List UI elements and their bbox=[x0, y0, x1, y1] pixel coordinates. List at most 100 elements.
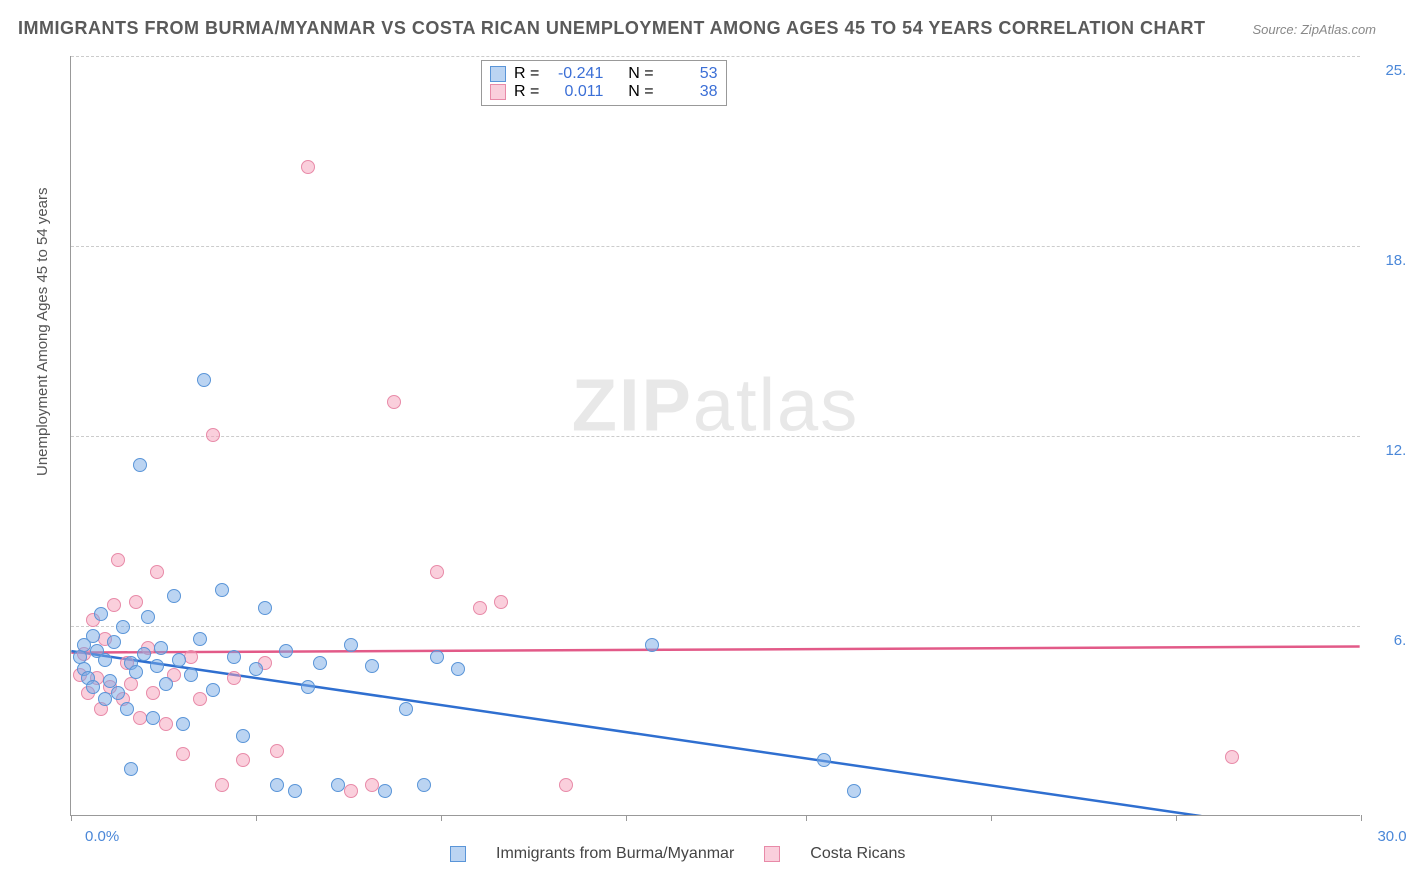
legend-label-blue: Immigrants from Burma/Myanmar bbox=[496, 845, 734, 863]
data-point bbox=[141, 610, 155, 624]
data-point bbox=[313, 656, 327, 670]
stat-row-blue: R = -0.241 N = 53 bbox=[490, 65, 718, 83]
data-point bbox=[473, 601, 487, 615]
n-value-pink: 38 bbox=[662, 83, 718, 101]
data-point bbox=[197, 373, 211, 387]
data-point bbox=[184, 668, 198, 682]
data-point bbox=[288, 784, 302, 798]
data-point bbox=[98, 653, 112, 667]
data-point bbox=[430, 565, 444, 579]
data-point bbox=[1225, 750, 1239, 764]
data-point bbox=[146, 686, 160, 700]
data-point bbox=[120, 702, 134, 716]
data-point bbox=[159, 677, 173, 691]
data-point bbox=[344, 784, 358, 798]
data-point bbox=[417, 778, 431, 792]
data-point bbox=[94, 607, 108, 621]
data-point bbox=[98, 692, 112, 706]
data-point bbox=[150, 565, 164, 579]
data-point bbox=[236, 729, 250, 743]
legend-label-pink: Costa Ricans bbox=[810, 845, 905, 863]
n-value-blue: 53 bbox=[662, 65, 718, 83]
data-point bbox=[124, 677, 138, 691]
legend-swatch-blue bbox=[450, 846, 466, 862]
data-point bbox=[193, 632, 207, 646]
y-tick-label: 6.3% bbox=[1368, 632, 1406, 649]
y-tick-label: 25.0% bbox=[1368, 62, 1406, 79]
data-point bbox=[227, 650, 241, 664]
data-point bbox=[387, 395, 401, 409]
data-point bbox=[159, 717, 173, 731]
legend-swatch-blue bbox=[490, 66, 506, 82]
legend-swatch-pink bbox=[490, 84, 506, 100]
data-point bbox=[206, 428, 220, 442]
data-point bbox=[86, 680, 100, 694]
data-point bbox=[150, 659, 164, 673]
data-point bbox=[116, 620, 130, 634]
data-point bbox=[206, 683, 220, 697]
data-point bbox=[129, 665, 143, 679]
x-tick bbox=[71, 815, 72, 821]
data-point bbox=[365, 659, 379, 673]
data-point bbox=[236, 753, 250, 767]
data-point bbox=[378, 784, 392, 798]
data-point bbox=[133, 458, 147, 472]
data-point bbox=[111, 553, 125, 567]
x-tick bbox=[626, 815, 627, 821]
r-value-blue: -0.241 bbox=[547, 65, 603, 83]
gridline-h bbox=[71, 246, 1360, 247]
data-point bbox=[227, 671, 241, 685]
data-point bbox=[172, 653, 186, 667]
y-tick-label: 12.5% bbox=[1368, 442, 1406, 459]
data-point bbox=[559, 778, 573, 792]
data-point bbox=[176, 717, 190, 731]
chart-title: IMMIGRANTS FROM BURMA/MYANMAR VS COSTA R… bbox=[0, 0, 1406, 39]
data-point bbox=[215, 778, 229, 792]
data-point bbox=[176, 747, 190, 761]
data-point bbox=[270, 778, 284, 792]
y-axis-label: Unemployment Among Ages 45 to 54 years bbox=[34, 187, 51, 476]
bottom-legend: Immigrants from Burma/Myanmar Costa Rica… bbox=[450, 845, 905, 863]
data-point bbox=[107, 598, 121, 612]
data-point bbox=[154, 641, 168, 655]
data-point bbox=[399, 702, 413, 716]
data-point bbox=[124, 762, 138, 776]
data-point bbox=[133, 711, 147, 725]
data-point bbox=[137, 647, 151, 661]
data-point bbox=[494, 595, 508, 609]
x-tick bbox=[806, 815, 807, 821]
data-point bbox=[279, 644, 293, 658]
data-point bbox=[107, 635, 121, 649]
gridline-h bbox=[71, 56, 1360, 57]
r-value-pink: 0.011 bbox=[547, 83, 603, 101]
data-point bbox=[167, 589, 181, 603]
data-point bbox=[146, 711, 160, 725]
correlation-stats-box: R = -0.241 N = 53 R = 0.011 N = 38 bbox=[481, 60, 727, 106]
data-point bbox=[430, 650, 444, 664]
source-label: Source: ZipAtlas.com bbox=[1252, 22, 1376, 37]
legend-swatch-pink bbox=[764, 846, 780, 862]
data-point bbox=[258, 601, 272, 615]
plot-area: ZIPatlas R = -0.241 N = 53 R = 0.011 N =… bbox=[70, 56, 1360, 816]
x-tick bbox=[256, 815, 257, 821]
data-point bbox=[645, 638, 659, 652]
data-point bbox=[301, 160, 315, 174]
data-point bbox=[249, 662, 263, 676]
data-point bbox=[817, 753, 831, 767]
x-tick bbox=[1176, 815, 1177, 821]
data-point bbox=[129, 595, 143, 609]
data-point bbox=[301, 680, 315, 694]
data-point bbox=[215, 583, 229, 597]
data-point bbox=[331, 778, 345, 792]
data-point bbox=[365, 778, 379, 792]
gridline-h bbox=[71, 626, 1360, 627]
data-point bbox=[193, 692, 207, 706]
y-tick-label: 18.8% bbox=[1368, 252, 1406, 269]
data-point bbox=[270, 744, 284, 758]
x-tick bbox=[1361, 815, 1362, 821]
data-point bbox=[344, 638, 358, 652]
gridline-h bbox=[71, 436, 1360, 437]
x-axis-min-label: 0.0% bbox=[85, 828, 119, 845]
data-point bbox=[451, 662, 465, 676]
stat-row-pink: R = 0.011 N = 38 bbox=[490, 83, 718, 101]
